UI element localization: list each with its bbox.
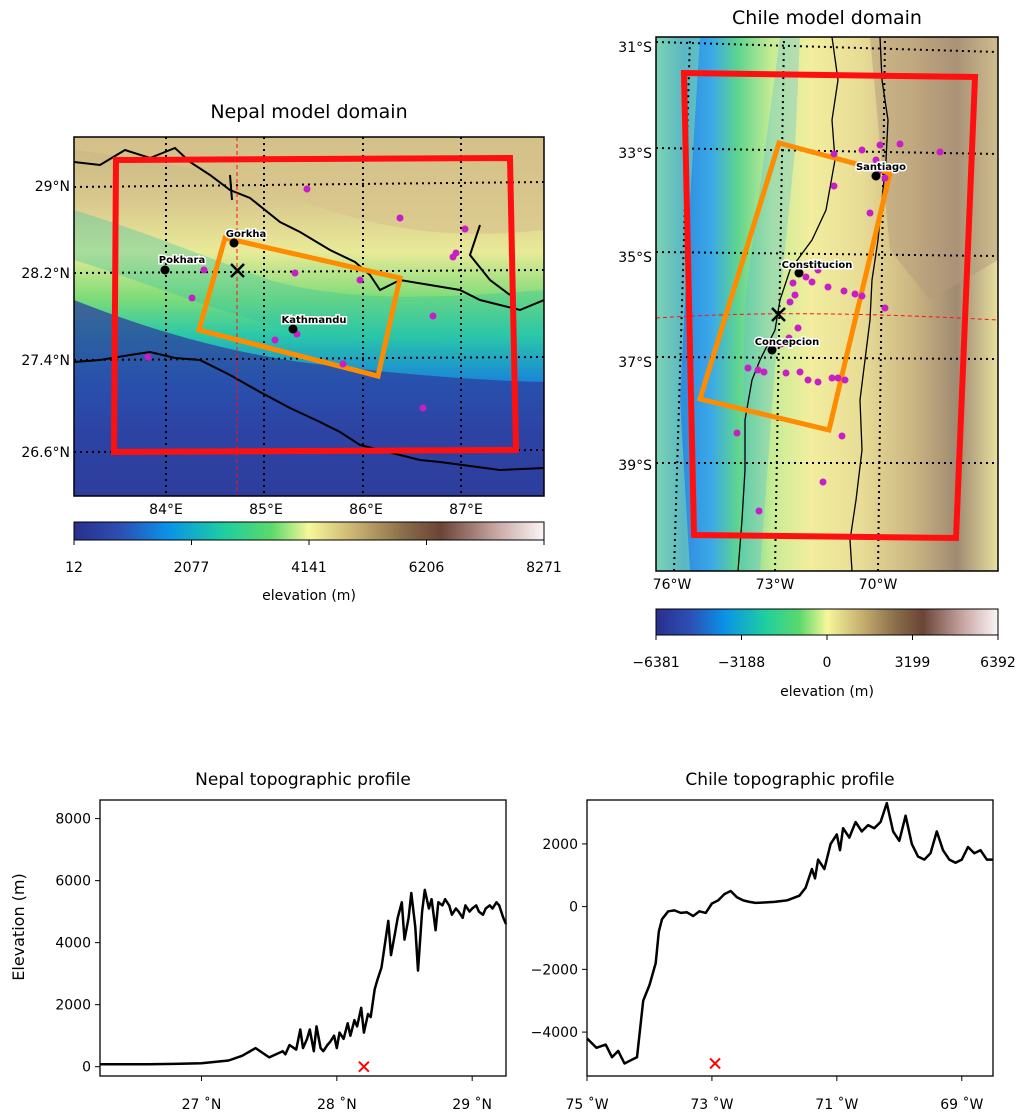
nepal-city-kathmandu: Kathmandu (280, 314, 348, 334)
nepal-colorbar-tick: 2077 (174, 560, 210, 576)
nepal-map-title: Nepal model domain (210, 101, 407, 123)
chile-y-tick-label: −2000 (531, 962, 578, 978)
nepal-profile-plot: 0 2000 4000 6000 8000 27 ˚N 28 ˚N 29 ˚N (55, 799, 508, 1113)
nepal-epicenter-marker (230, 263, 245, 278)
nepal-y-tick-label: 8000 (55, 812, 91, 828)
chile-plot-frame (586, 799, 994, 1077)
chile-lat-labels: 31°S 33°S 35°S 37°S 39°S (618, 40, 652, 474)
nepal-borders (74, 146, 544, 472)
chile-x-tick-label: 75 ˚W (565, 1096, 608, 1113)
chile-x-tick-label: 73 ˚W (690, 1096, 733, 1113)
city-label-santiago: Santiago (856, 162, 906, 173)
nepal-x-tick-label: 29 ˚N (452, 1096, 492, 1113)
chile-outer-domain (680, 69, 979, 542)
nepal-colorbar-tick: 8271 (526, 560, 562, 576)
city-label-concepcion: Concepcion (755, 337, 820, 348)
chile-colorbar-tick: −6381 (632, 655, 679, 671)
chile-lon-label: 76°W (653, 577, 692, 593)
chile-colorbar-tick: −3188 (718, 655, 765, 671)
chile-lat-label: 37°S (618, 355, 652, 371)
nepal-lon-labels: 84°E 85°E 86°E 87°E (149, 502, 483, 518)
nepal-lat-label: 27.4°N (21, 353, 70, 369)
chile-lon-labels: 76°W 73°W 70°W (653, 577, 898, 593)
nepal-colorbar-tick: 6206 (409, 560, 445, 576)
chile-lat-label: 33°S (618, 146, 652, 162)
chile-profile-line (655, 313, 999, 321)
chile-y-tick-label: 0 (569, 900, 578, 916)
nepal-colorbar: 12 2077 4141 6206 8271 elevation (m) (65, 521, 562, 604)
nepal-lon-label: 86°E (349, 502, 383, 518)
nepal-lat-labels: 29°N 28.2°N 27.4°N 26.6°N (21, 179, 70, 461)
nepal-profile-line-series (100, 888, 508, 1066)
nepal-lat-label: 28.2°N (21, 266, 70, 282)
chile-lat-label: 31°S (618, 40, 652, 56)
chile-terrain (656, 37, 998, 571)
nepal-profile-ylabel: Elevation (m) (9, 873, 28, 980)
chile-city-concepcion: Concepcion (753, 336, 821, 355)
nepal-lat-label: 29°N (35, 179, 70, 195)
chile-colorbar: −6381 −3188 0 3199 6392 elevation (m) (632, 608, 1016, 700)
chile-city-santiago: Santiago (854, 161, 908, 181)
chile-map: Chile model domain (618, 7, 1016, 700)
nepal-profile-chart: Nepal topographic profile Elevation (m) … (9, 770, 508, 1113)
chile-profile-title: Chile topographic profile (685, 770, 894, 790)
nepal-lon-label: 85°E (249, 502, 283, 518)
chile-colorbar-tick: 6392 (980, 655, 1016, 671)
nepal-colorbar-tick: 12 (65, 560, 83, 576)
chile-y-tick-label: 2000 (542, 837, 578, 853)
nepal-x-tick-label: 27 ˚N (182, 1096, 222, 1113)
chile-lat-label: 39°S (618, 458, 652, 474)
nepal-lon-label: 84°E (149, 502, 183, 518)
chile-colorbar-tick: 3199 (895, 655, 931, 671)
chile-map-frame (655, 36, 999, 572)
nepal-inner-domain (195, 235, 403, 380)
nepal-profile-title: Nepal topographic profile (195, 770, 411, 790)
city-label-kathmandu: Kathmandu (282, 315, 347, 326)
nepal-lat-label: 26.6°N (21, 445, 70, 461)
chile-profile-line-series (586, 801, 993, 1065)
chile-epicenter-x-marker (709, 1057, 721, 1070)
nepal-y-tick-label: 0 (82, 1060, 91, 1076)
chile-city-constitucion: Constitucion (780, 259, 854, 278)
nepal-city-gorkha: Gorkha (224, 228, 268, 248)
nepal-map-frame (73, 136, 545, 497)
chile-lat-label: 35°S (618, 250, 652, 266)
nepal-colorbar-tick: 4141 (291, 560, 327, 576)
chile-x-tick-label: 69 ˚W (940, 1096, 983, 1113)
nepal-map: Nepal model domain (21, 101, 561, 604)
nepal-colorbar-label: elevation (m) (262, 588, 356, 604)
nepal-y-tick-label: 6000 (55, 874, 91, 890)
nepal-plot-frame (99, 799, 507, 1077)
nepal-y-tick-label: 4000 (55, 936, 91, 952)
chile-inner-domain (696, 139, 893, 434)
chile-y-tick-label: −4000 (531, 1025, 578, 1041)
chile-profile-plot: −4000 −2000 0 2000 75 ˚W 73 ˚W 71 ˚W 69 ˚W (531, 799, 994, 1113)
nepal-stations (144, 185, 469, 412)
city-label-pokhara: Pokhara (159, 255, 205, 266)
chile-map-title: Chile model domain (732, 7, 922, 29)
nepal-outer-domain (110, 154, 520, 456)
nepal-lon-label: 87°E (449, 502, 483, 518)
city-label-gorkha: Gorkha (226, 229, 267, 240)
nepal-y-tick-label: 2000 (55, 998, 91, 1014)
chile-stations (733, 140, 944, 515)
chile-lon-label: 70°W (859, 577, 898, 593)
nepal-x-tick-label: 28 ˚N (317, 1096, 357, 1113)
nepal-epicenter-x-marker (358, 1060, 370, 1073)
chile-lon-label: 73°W (756, 577, 795, 593)
nepal-city-pokhara: Pokhara (157, 254, 207, 275)
chile-epicenter-marker (771, 307, 786, 322)
chile-x-tick-label: 71 ˚W (815, 1096, 858, 1113)
chile-colorbar-tick: 0 (823, 655, 832, 671)
chile-colorbar-label: elevation (m) (780, 684, 874, 700)
chile-profile-chart: Chile topographic profile −4000 −2000 0 200… (531, 770, 994, 1113)
city-label-constitucion: Constitucion (782, 260, 853, 271)
